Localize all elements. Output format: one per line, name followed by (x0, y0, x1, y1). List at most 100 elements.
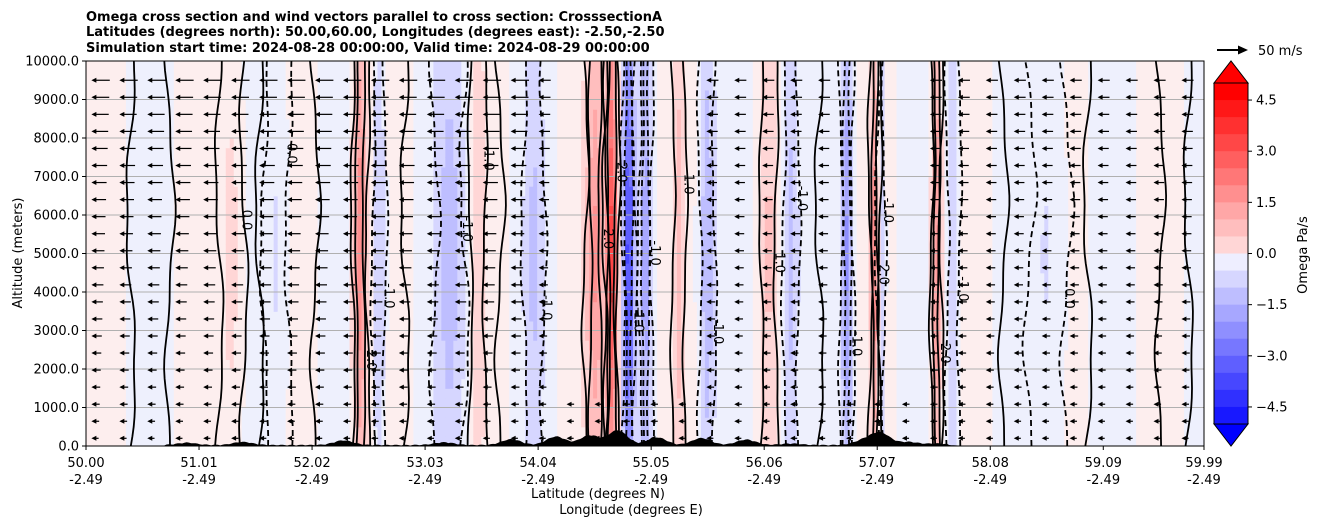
omega-cell (245, 320, 251, 332)
omega-cell (177, 282, 183, 293)
omega-cell (301, 426, 307, 437)
omega-cell (421, 109, 426, 120)
omega-cell (561, 205, 566, 216)
omega-cell (533, 301, 538, 312)
omega-cell (441, 61, 446, 72)
omega-cell (281, 147, 287, 158)
omega-cell (201, 234, 207, 245)
omega-cell (409, 89, 415, 101)
omega-cell (453, 369, 458, 380)
omega-cell (429, 166, 434, 178)
omega-cell (101, 99, 107, 110)
omega-cell (381, 128, 387, 139)
omega-cell (141, 157, 147, 168)
omega-cell (501, 118, 506, 129)
omega-cell (365, 417, 371, 428)
omega-cell (209, 320, 215, 332)
omega-cell (265, 292, 271, 303)
omega-cell (217, 128, 223, 139)
omega-cell (433, 349, 438, 360)
omega-cell (577, 138, 582, 149)
omega-cell (561, 195, 566, 206)
omega-cell (417, 311, 422, 322)
omega-cell (453, 99, 458, 110)
omega-cell (433, 397, 438, 409)
omega-cell (425, 272, 430, 283)
omega-cell (181, 61, 187, 72)
omega-cell (141, 99, 147, 110)
omega-cell (457, 426, 462, 437)
omega-cell (517, 407, 522, 418)
omega-cell (481, 397, 486, 409)
omega-cell (401, 99, 407, 110)
omega-cell (477, 292, 482, 303)
omega-cell (349, 243, 355, 255)
omega-cell (297, 407, 303, 418)
omega-cell (297, 397, 303, 409)
omega-cell (129, 215, 135, 226)
omega-cell (89, 417, 95, 428)
omega-cell (121, 340, 127, 351)
omega-cell (529, 215, 534, 226)
omega-cell (513, 426, 518, 437)
omega-cell (149, 147, 155, 158)
omega-cell (493, 272, 498, 283)
omega-cell (473, 118, 478, 129)
omega-cell (217, 215, 223, 226)
omega-cell (425, 234, 430, 245)
omega-cell (429, 426, 434, 437)
omega-cell (401, 320, 407, 332)
omega-cell (465, 186, 470, 197)
omega-cell (209, 311, 215, 322)
omega-cell (517, 359, 522, 370)
omega-cell (133, 166, 139, 178)
omega-cell (129, 320, 135, 332)
omega-cell (189, 70, 195, 81)
omega-cell (497, 330, 502, 341)
omega-cell (433, 243, 438, 255)
omega-cell (237, 61, 243, 72)
omega-cell (525, 282, 530, 293)
omega-cell (425, 80, 430, 91)
omega-cell (445, 166, 450, 178)
omega-cell (285, 407, 291, 418)
omega-cell (121, 292, 127, 303)
omega-cell (333, 205, 339, 216)
omega-cell (109, 378, 115, 389)
omega-cell (225, 118, 231, 129)
omega-cell (169, 195, 175, 206)
omega-cell (561, 166, 566, 178)
omega-cell (337, 340, 343, 351)
omega-cell (117, 166, 123, 178)
omega-cell (185, 369, 191, 380)
omega-cell (113, 407, 119, 418)
omega-cell (333, 292, 339, 303)
omega-cell (553, 330, 558, 341)
omega-cell (389, 61, 395, 72)
omega-cell (525, 292, 530, 303)
omega-cell (153, 349, 159, 360)
omega-cell (209, 157, 215, 168)
omega-cell (325, 359, 331, 370)
omega-cell (89, 186, 95, 197)
omega-cell (429, 138, 434, 149)
omega-cell (357, 349, 363, 360)
omega-cell (377, 388, 383, 399)
omega-cell (145, 426, 151, 437)
omega-cell (541, 224, 546, 235)
omega-cell (477, 157, 482, 168)
omega-cell (201, 138, 207, 149)
omega-cell (233, 205, 239, 216)
omega-cell (113, 215, 119, 226)
omega-cell (189, 205, 195, 216)
omega-cell (269, 157, 275, 168)
omega-cell (173, 282, 179, 293)
omega-cell (245, 186, 251, 197)
omega-cell (321, 349, 327, 360)
omega-cell (505, 205, 510, 216)
omega-cell (397, 234, 403, 245)
omega-cell (485, 272, 490, 283)
omega-cell (169, 311, 175, 322)
omega-cell (345, 224, 351, 235)
omega-cell (497, 157, 502, 168)
